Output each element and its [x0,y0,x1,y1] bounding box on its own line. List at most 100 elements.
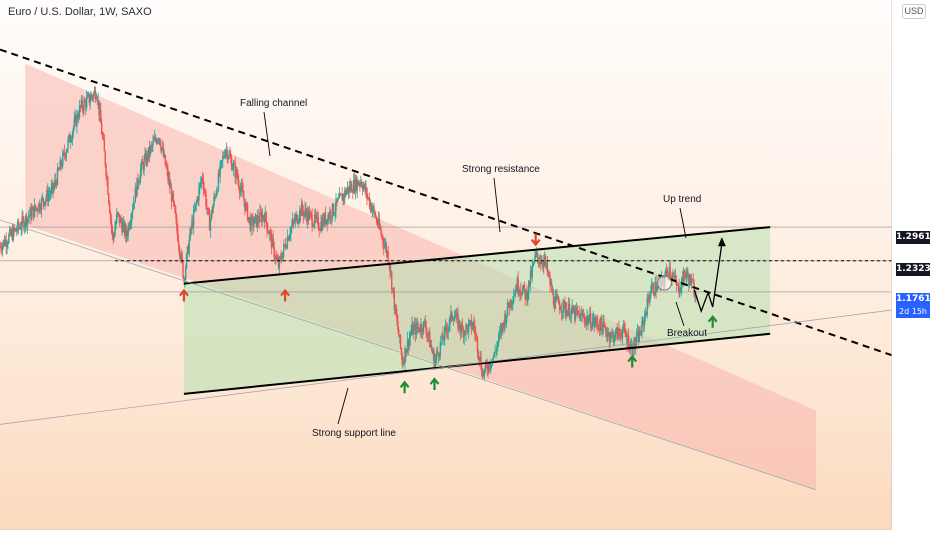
candle-body-279 [245,203,248,205]
candle-body-762 [673,276,675,278]
candle-body-411 [362,186,365,190]
candle-body-519 [458,320,460,329]
candle-body-613 [541,261,543,265]
candle-body-32 [27,217,29,219]
candle-body-266 [234,163,236,178]
candle-body-240 [211,210,213,213]
candle-body-767 [677,284,679,286]
candle-body-272 [239,188,242,193]
candle-body-696 [614,330,617,339]
candle-body-153 [134,187,136,203]
bar-countdown-badge: 2d 15h [896,305,930,318]
candle-body-123 [108,194,110,203]
candle-body-715 [631,343,633,356]
candle-body-618 [545,262,548,265]
candle-body-281 [247,217,250,221]
candle-body-517 [456,313,458,314]
candle-body-426 [375,217,378,223]
currency-selector[interactable]: USD [902,4,926,19]
candle-body-220 [193,209,196,211]
candle-body-779 [688,277,690,286]
candle-body-778 [687,271,689,278]
candle-body-16 [13,227,15,231]
candle-body-86 [75,115,77,127]
candle-body-71 [62,153,64,166]
candle-body-258 [227,157,229,160]
candle-body-597 [527,293,529,301]
candle-body-726 [641,321,643,335]
candle-body-491 [433,351,435,368]
candle-body-433 [382,236,384,243]
candle-body-548 [483,368,486,376]
candle-body-318 [280,256,282,260]
candle-body-294 [259,211,261,223]
candle-body-469 [413,323,416,327]
candle-body-755 [666,271,669,276]
candle-body-656 [579,314,581,321]
candle-body-765 [675,280,678,286]
candle-body-479 [422,321,425,333]
candle-body-651 [574,307,577,320]
candle-body-760 [671,276,673,279]
candle-body-443 [391,271,393,290]
candle-body-724 [639,330,641,335]
candle-body-661 [583,316,586,321]
breakout-marker [656,275,672,291]
candle-body-344 [303,212,305,217]
candle-body-311 [274,256,276,259]
candle-body-221 [194,204,197,210]
candle-body-401 [353,180,356,192]
candle-body-742 [655,281,657,292]
price-chart[interactable]: 1.750001.700001.650001.600001.550001.500… [0,0,892,530]
candle-body-508 [448,324,450,328]
candle-body-116 [101,134,104,137]
candle-body-125 [109,212,112,219]
candle-body-121 [106,176,108,179]
candle-body-181 [159,138,161,146]
candle-body-568 [501,323,503,333]
candle-body-382 [337,198,339,202]
candle-body-631 [557,298,559,299]
candle-body-626 [552,291,555,305]
candle-body-695 [613,338,616,343]
candle-body-773 [682,269,685,284]
candle-body-295 [260,211,262,214]
candle-body-556 [490,364,493,366]
candle-body-232 [204,190,206,194]
candle-body-298 [262,215,265,218]
candle-body-462 [407,339,410,348]
candle-body-387 [341,194,343,202]
candle-body-208 [183,277,185,281]
candle-body-260 [229,154,231,157]
candle-body-322 [284,244,286,245]
candle-body-106 [93,92,95,98]
candle-body-40 [34,204,37,209]
chart-area[interactable]: 1.75000 1.70000 1.65000 1.60000 1.55000 1.500… [0,0,892,530]
candle-body-196 [172,192,175,202]
candle-body-687 [606,334,609,337]
candle-body-437 [385,244,388,254]
candle-body-377 [332,203,335,215]
candle-body-738 [651,283,654,287]
candle-body-169 [148,147,151,155]
candle-body-353 [311,214,313,226]
candle-body-81 [70,139,73,141]
candle-body-175 [154,137,156,141]
candle-body-46 [39,209,42,211]
candle-body-515 [454,317,457,318]
candle-body-136 [119,218,121,223]
candle-body-471 [415,323,418,335]
candle-body-350 [308,212,311,220]
candle-body-447 [394,305,396,310]
candle-body-579 [511,302,513,305]
candle-body-54 [47,190,49,202]
candle-body-218 [192,221,194,227]
candle-body-154 [135,187,137,197]
candle-body-189 [166,167,168,170]
candle-body-37 [32,206,34,211]
candle-body-190 [167,169,169,181]
candle-body-570 [503,323,505,328]
candle-body-366 [322,217,325,225]
candle-body-636 [561,311,564,313]
candle-body-405 [357,180,359,186]
